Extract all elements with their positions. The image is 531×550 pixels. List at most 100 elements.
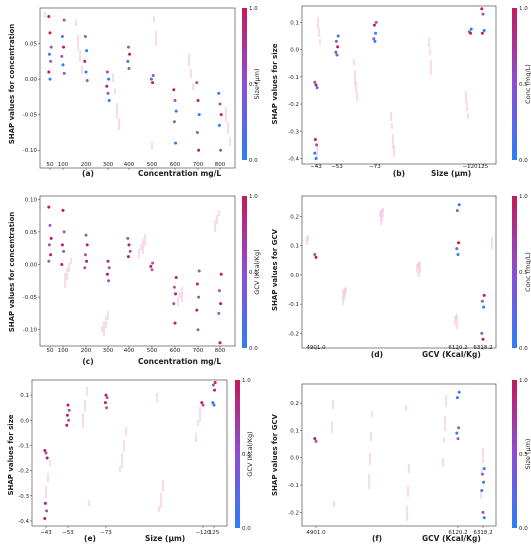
data-point xyxy=(480,472,484,476)
stripe xyxy=(443,437,445,443)
x-tick-label: −53 xyxy=(62,530,74,536)
stripe xyxy=(158,506,160,512)
data-point xyxy=(217,123,221,127)
data-point xyxy=(211,401,215,405)
data-point xyxy=(336,34,340,38)
x-tick-label: 200 xyxy=(81,162,92,168)
x-tick-label: 700 xyxy=(193,348,204,354)
stripe xyxy=(77,35,79,50)
y-tick-label: -0.1 xyxy=(288,302,299,308)
data-point xyxy=(126,255,130,259)
data-point xyxy=(480,299,484,303)
data-point xyxy=(374,31,378,35)
y-tick-label: 0.0 xyxy=(20,418,29,424)
stripe xyxy=(333,501,335,507)
axes-frame xyxy=(301,195,497,349)
data-point xyxy=(456,252,460,256)
x-tick-label: 6318.2 xyxy=(473,345,492,351)
data-point xyxy=(334,50,338,54)
data-point xyxy=(151,74,155,78)
y-tick-label: 0.1 xyxy=(290,244,299,250)
colorbar xyxy=(512,380,517,528)
stripe xyxy=(47,473,49,482)
stripe xyxy=(355,81,357,93)
stripe xyxy=(466,102,468,111)
data-point xyxy=(47,15,51,19)
data-point xyxy=(60,34,64,38)
background-stripes xyxy=(331,395,484,521)
stripe xyxy=(68,263,70,272)
stripe xyxy=(118,118,120,130)
data-point xyxy=(105,406,109,410)
y-tick-label: 0.0 xyxy=(290,48,299,54)
stripe xyxy=(318,28,320,37)
colorbar-tick-label: 0.0 xyxy=(249,346,258,352)
data-point xyxy=(45,509,49,513)
data-point xyxy=(48,77,52,81)
stripe xyxy=(177,297,179,306)
x-tick-label: 400 xyxy=(124,348,135,354)
shap-panel-1: -0.10 -0.05 0.00 0.05 50 100 200 300 400 500 600 70… xyxy=(8,6,261,178)
data-point xyxy=(47,70,51,74)
data-point xyxy=(49,253,53,257)
colorbar-tick-label: 0.0 xyxy=(242,526,251,532)
x-tick-label: 4901.0 xyxy=(306,530,326,536)
data-point xyxy=(455,431,459,435)
data-point xyxy=(313,151,317,155)
data-point xyxy=(47,259,51,263)
data-point xyxy=(174,109,178,113)
stripe xyxy=(153,16,155,22)
data-point xyxy=(48,31,52,35)
data-point xyxy=(456,437,460,441)
y-tick-label: -0.3 xyxy=(18,494,29,500)
panel-label: (c) xyxy=(82,357,93,366)
x-tick-label: 500 xyxy=(147,162,158,168)
y-tick-label: -0.1 xyxy=(288,75,299,81)
data-point xyxy=(172,285,176,289)
stripe xyxy=(195,433,197,442)
data-point xyxy=(43,516,47,520)
data-point xyxy=(219,302,223,306)
colorbar-tick-label: 0.5 xyxy=(519,270,528,276)
panel-label: (e) xyxy=(84,534,96,543)
data-point xyxy=(127,243,131,247)
stripe xyxy=(84,400,86,412)
data-point xyxy=(335,53,339,57)
data-point xyxy=(201,403,205,407)
data-point xyxy=(174,141,178,145)
data-point xyxy=(482,29,486,33)
data-point xyxy=(211,383,215,387)
data-point xyxy=(455,209,459,213)
colorbar xyxy=(235,380,240,528)
data-point xyxy=(336,45,340,49)
data-point xyxy=(103,401,107,405)
stripe xyxy=(45,486,47,498)
data-point xyxy=(49,59,53,63)
stripe xyxy=(317,17,319,29)
data-point xyxy=(315,143,319,147)
x-tick-label: −43 xyxy=(40,530,52,536)
shap-panel-4: -0.2 -0.1 0.0 0.1 0.2 4901.0 6120.2 6318.2 (d) GC… xyxy=(271,194,531,359)
background-stripes xyxy=(44,12,231,150)
stripe xyxy=(190,69,192,78)
data-point xyxy=(457,241,461,245)
y-tick-label: 0.05 xyxy=(25,230,38,236)
colorbar xyxy=(512,196,517,348)
stripe xyxy=(82,413,84,428)
x-tick-label: −120 xyxy=(462,164,478,170)
data-point xyxy=(480,489,484,492)
background-stripes xyxy=(306,208,493,329)
stripe xyxy=(418,262,420,277)
x-tick-label: −73 xyxy=(100,530,112,536)
stripe xyxy=(316,144,318,159)
x-tick-label: 700 xyxy=(193,162,204,168)
stripe xyxy=(482,448,484,463)
x-tick-label: 800 xyxy=(215,348,226,354)
stripe xyxy=(155,31,157,46)
data-point xyxy=(48,223,52,227)
data-point xyxy=(195,130,199,134)
data-point xyxy=(334,39,338,43)
data-point xyxy=(107,279,111,283)
data-point xyxy=(481,12,485,16)
